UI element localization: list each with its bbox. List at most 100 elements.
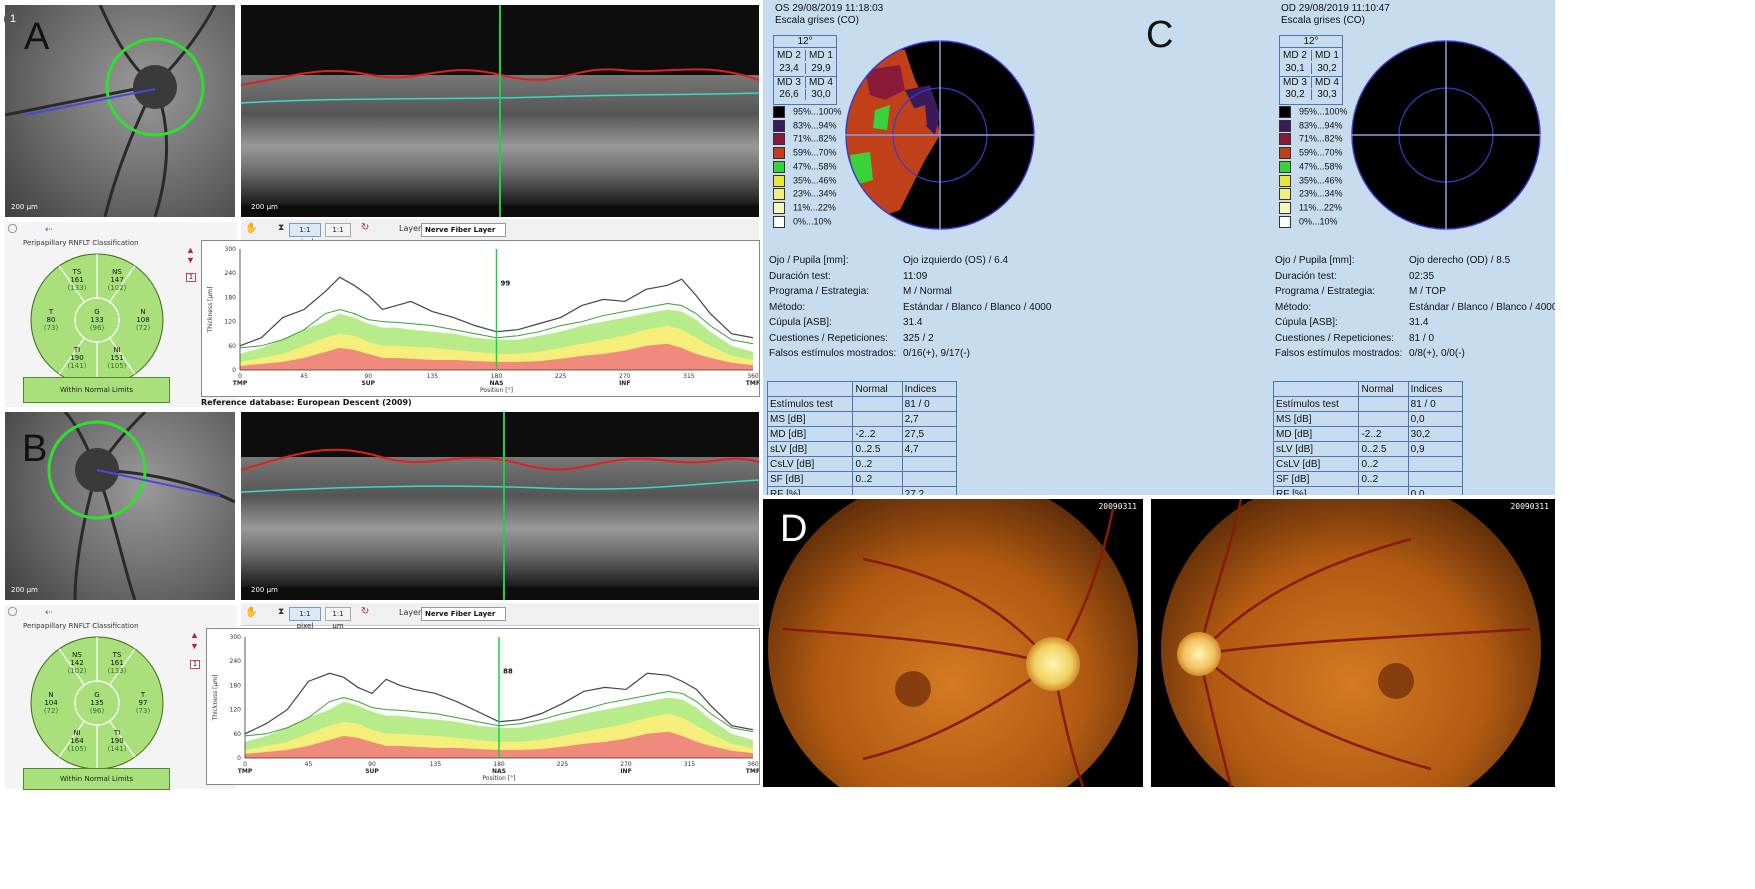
legend-row: 83%...94% bbox=[1279, 119, 1343, 132]
x-tick-label: 315 bbox=[684, 761, 696, 768]
grid-cell: 23,4 bbox=[779, 63, 799, 74]
table-cell bbox=[766, 381, 854, 397]
layer-label: Layer: bbox=[399, 224, 424, 233]
y-tick-label: 120 bbox=[225, 319, 237, 326]
grid-cell: 30,2 bbox=[1285, 89, 1305, 100]
radio-icon[interactable] bbox=[8, 607, 17, 616]
info-label: Duración test: bbox=[769, 270, 831, 282]
bscan-drawing-b bbox=[241, 412, 759, 600]
info-value: M / Normal bbox=[903, 286, 952, 297]
fundus-drawing-right bbox=[1161, 499, 1541, 787]
one-to-one-micron-button[interactable]: 1:1 µm bbox=[325, 607, 351, 630]
legend-row: 47%...58% bbox=[1279, 160, 1343, 173]
up-arrow-icon[interactable]: ▲ bbox=[190, 630, 199, 640]
down-arrow-icon[interactable]: ▼ bbox=[186, 255, 195, 265]
info-value: 81 / 0 bbox=[1409, 332, 1435, 344]
os-header: OS 29/08/2019 11:18:03 bbox=[775, 3, 884, 14]
rnfl-profile-plot-a: 0 60 120 180 240 300 0 45 90 135 180 225 270 315 360 TM… bbox=[201, 240, 761, 397]
sector-label-ni: (105) bbox=[108, 362, 127, 370]
grid-cell: 30,1 bbox=[1285, 63, 1305, 74]
panel-label-d: D bbox=[780, 508, 808, 550]
table-cell: sLV [dB] bbox=[1272, 441, 1360, 457]
legend-label: 35%...46% bbox=[1299, 174, 1343, 185]
legend-label: 95%...100% bbox=[1299, 106, 1348, 117]
legend-label: 47%...58% bbox=[1299, 161, 1343, 172]
table-cell: 0..2 bbox=[1358, 471, 1409, 487]
sector-label-t: 97 bbox=[139, 699, 148, 707]
rnfl-sector-chart-b: NS142(102)TS161(133)N104(72)G135(96)T97(… bbox=[30, 636, 164, 770]
legend-row: 71%...82% bbox=[773, 133, 837, 146]
grid-cell: MD 1 bbox=[805, 50, 836, 61]
sector-label-ns: 142 bbox=[70, 659, 83, 667]
hand-icon[interactable]: ✋ bbox=[245, 607, 258, 618]
x-tick-label: 360 bbox=[747, 373, 759, 380]
one-to-one-pixel-button[interactable]: 1:1 pixel bbox=[289, 607, 321, 630]
grid-cell: 26,6 bbox=[779, 89, 799, 100]
within-normal-limits-badge: Within Normal Limits bbox=[23, 377, 170, 403]
table-row: Estímulos test 81 / 0 bbox=[1272, 396, 1464, 412]
sector-label-n: 108 bbox=[136, 316, 149, 324]
table-cell bbox=[852, 486, 903, 495]
grid-cell: MD 3 bbox=[774, 76, 804, 88]
fundus-photo-left: 20090311 bbox=[763, 499, 1143, 787]
table-cell: 4,7 bbox=[901, 441, 958, 457]
layer-select[interactable]: Nerve Fiber Layer bbox=[421, 223, 506, 237]
hourglass-icon: ⧗ bbox=[278, 223, 285, 233]
one-to-one-micron-button[interactable]: 1:1 µm bbox=[325, 223, 351, 246]
grid-cell: 30,2 bbox=[1311, 63, 1342, 74]
os-visual-field-plot bbox=[845, 40, 1035, 230]
arrow-icon: ⇠ bbox=[45, 224, 53, 234]
table-cell: Indices bbox=[1407, 381, 1464, 397]
x-region-label: INF bbox=[619, 380, 630, 387]
sector-label-ns: NS bbox=[112, 268, 122, 276]
legend-row: 23%...34% bbox=[773, 188, 837, 201]
legend-label: 83%...94% bbox=[1299, 120, 1343, 131]
sector-label-n: (72) bbox=[136, 324, 151, 332]
sector-center bbox=[74, 297, 120, 343]
radio-icon[interactable] bbox=[8, 224, 17, 233]
layer-select[interactable]: Nerve Fiber Layer bbox=[421, 607, 506, 621]
sector-label-ni: NI bbox=[73, 729, 80, 737]
table-cell: 0..2 bbox=[1358, 456, 1409, 472]
sector-label-ns: (102) bbox=[68, 667, 87, 675]
od-visual-field-plot bbox=[1351, 40, 1541, 230]
legend-row: 0%...10% bbox=[773, 215, 832, 228]
x-tick-label: 225 bbox=[555, 373, 567, 380]
table-cell bbox=[901, 456, 958, 472]
table-row: CsLV [dB] 0..2 bbox=[1272, 456, 1464, 472]
hourglass-icon: ⧗ bbox=[278, 607, 285, 617]
tool-icon[interactable]: ↻ bbox=[361, 606, 370, 617]
panel-label-c: C bbox=[1146, 14, 1174, 56]
os-legend: 95%...100% 83%...94% 71%...82% 59%...70% 47%… bbox=[773, 106, 843, 231]
one-to-one-pixel-button[interactable]: 1:1 pixel bbox=[289, 223, 321, 246]
up-arrow-icon[interactable]: ▲ bbox=[186, 245, 195, 255]
legend-swatch bbox=[1279, 174, 1291, 187]
sector-label-ts: 161 bbox=[110, 659, 123, 667]
sector-label-t: (73) bbox=[136, 707, 151, 715]
sector-divider bbox=[109, 265, 136, 303]
info-value: 325 / 2 bbox=[903, 332, 934, 344]
legend-row: 0%...10% bbox=[1279, 215, 1338, 228]
sector-divider bbox=[109, 337, 136, 375]
tool-icon[interactable]: ↻ bbox=[361, 222, 370, 233]
fundus-drawing-left bbox=[768, 499, 1138, 787]
grid-cell: MD 4 bbox=[1311, 76, 1342, 88]
info-label: Programa / Estrategia: bbox=[1275, 286, 1376, 297]
hand-icon[interactable]: ✋ bbox=[245, 223, 258, 234]
table-row: MS [dB] 2,7 bbox=[766, 411, 958, 427]
legend-swatch bbox=[773, 174, 785, 187]
sector-label-g: G bbox=[94, 691, 99, 699]
table-cell bbox=[852, 411, 903, 427]
y-tick-label: 120 bbox=[230, 707, 242, 714]
table-cell: Normal bbox=[852, 381, 903, 397]
x-region-label: TMP bbox=[238, 768, 253, 775]
sector-label-ti: 190 bbox=[110, 737, 123, 745]
x-axis-title: Position [°] bbox=[480, 387, 513, 394]
info-value: M / TOP bbox=[1409, 286, 1446, 297]
os-info-list: Ojo / Pupila [mm]: Ojo izquierdo (OS) / 6… bbox=[769, 255, 1189, 365]
reference-mean-line bbox=[244, 690, 754, 737]
info-label: Método: bbox=[769, 301, 806, 313]
circle-badge: 1 bbox=[4, 10, 22, 28]
sector-label-ns: NS bbox=[72, 651, 82, 659]
down-arrow-icon[interactable]: ▼ bbox=[190, 641, 199, 651]
